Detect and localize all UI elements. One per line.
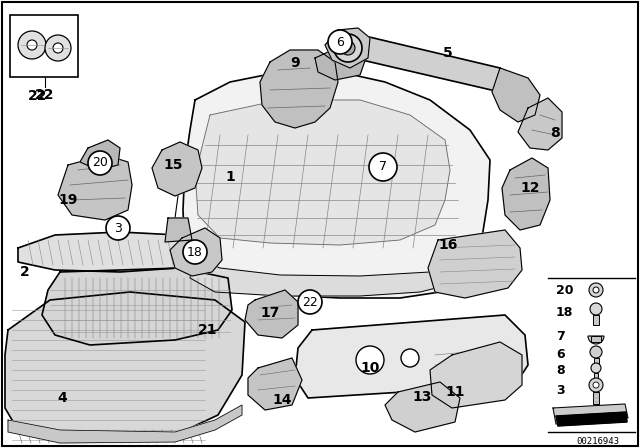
Text: 00216943: 00216943 bbox=[577, 438, 620, 447]
Circle shape bbox=[593, 382, 599, 388]
Circle shape bbox=[334, 34, 362, 62]
Wedge shape bbox=[588, 336, 604, 344]
Polygon shape bbox=[190, 250, 480, 296]
Polygon shape bbox=[345, 36, 522, 98]
Text: 22: 22 bbox=[28, 89, 48, 103]
Polygon shape bbox=[315, 42, 368, 80]
Text: 21: 21 bbox=[198, 323, 218, 337]
Circle shape bbox=[591, 363, 601, 373]
Polygon shape bbox=[518, 98, 562, 150]
Bar bbox=[593, 392, 599, 404]
Polygon shape bbox=[8, 405, 242, 443]
Bar bbox=[594, 373, 598, 380]
Circle shape bbox=[106, 216, 130, 240]
Polygon shape bbox=[295, 315, 528, 398]
Text: 1: 1 bbox=[225, 170, 235, 184]
Polygon shape bbox=[165, 218, 192, 242]
Text: 4: 4 bbox=[57, 391, 67, 405]
Polygon shape bbox=[430, 342, 522, 408]
Polygon shape bbox=[170, 228, 222, 276]
Polygon shape bbox=[325, 28, 370, 68]
Circle shape bbox=[53, 43, 63, 53]
Polygon shape bbox=[260, 50, 338, 128]
Polygon shape bbox=[428, 230, 522, 298]
Text: 17: 17 bbox=[260, 306, 280, 320]
Text: 2: 2 bbox=[20, 265, 30, 279]
Text: 22: 22 bbox=[35, 88, 55, 102]
Bar bbox=[593, 315, 599, 325]
Polygon shape bbox=[245, 290, 298, 338]
Text: 12: 12 bbox=[520, 181, 540, 195]
Circle shape bbox=[27, 40, 37, 50]
Text: 5: 5 bbox=[443, 46, 453, 60]
Polygon shape bbox=[385, 382, 460, 432]
Text: 22: 22 bbox=[302, 296, 318, 309]
Bar bbox=[591, 336, 601, 342]
Text: 20: 20 bbox=[92, 156, 108, 169]
Text: 3: 3 bbox=[114, 221, 122, 234]
Circle shape bbox=[401, 349, 419, 367]
Text: 15: 15 bbox=[163, 158, 183, 172]
Circle shape bbox=[589, 283, 603, 297]
Polygon shape bbox=[5, 292, 245, 440]
Circle shape bbox=[341, 41, 355, 55]
Polygon shape bbox=[18, 232, 218, 272]
Circle shape bbox=[45, 35, 71, 61]
Text: 6: 6 bbox=[336, 35, 344, 48]
Text: 3: 3 bbox=[556, 383, 564, 396]
Text: 7: 7 bbox=[556, 329, 564, 343]
Circle shape bbox=[298, 290, 322, 314]
Text: 9: 9 bbox=[290, 56, 300, 70]
Polygon shape bbox=[553, 404, 628, 424]
Polygon shape bbox=[492, 68, 540, 122]
Circle shape bbox=[356, 346, 384, 374]
Text: 7: 7 bbox=[379, 160, 387, 173]
Polygon shape bbox=[183, 72, 490, 298]
Circle shape bbox=[593, 287, 599, 293]
Text: 8: 8 bbox=[550, 126, 560, 140]
Text: 8: 8 bbox=[556, 363, 564, 376]
Text: 14: 14 bbox=[272, 393, 292, 407]
Polygon shape bbox=[152, 142, 202, 196]
Circle shape bbox=[183, 240, 207, 264]
Text: 13: 13 bbox=[412, 390, 432, 404]
Text: 11: 11 bbox=[445, 385, 465, 399]
Polygon shape bbox=[502, 158, 550, 230]
Circle shape bbox=[589, 378, 603, 392]
Polygon shape bbox=[196, 100, 450, 245]
Polygon shape bbox=[58, 155, 132, 220]
Text: 20: 20 bbox=[556, 284, 573, 297]
Circle shape bbox=[590, 346, 602, 358]
Polygon shape bbox=[248, 358, 302, 410]
Circle shape bbox=[590, 303, 602, 315]
Polygon shape bbox=[556, 412, 627, 426]
Bar bbox=[593, 358, 598, 366]
Polygon shape bbox=[42, 268, 232, 345]
Polygon shape bbox=[80, 140, 120, 170]
Text: 16: 16 bbox=[438, 238, 458, 252]
Circle shape bbox=[369, 153, 397, 181]
Circle shape bbox=[88, 151, 112, 175]
Text: 6: 6 bbox=[556, 348, 564, 361]
Circle shape bbox=[18, 31, 46, 59]
Text: 19: 19 bbox=[58, 193, 77, 207]
Bar bbox=[10, 15, 78, 77]
Text: 18: 18 bbox=[187, 246, 203, 258]
Text: 10: 10 bbox=[360, 361, 380, 375]
Circle shape bbox=[328, 30, 352, 54]
Text: 18: 18 bbox=[556, 306, 573, 319]
